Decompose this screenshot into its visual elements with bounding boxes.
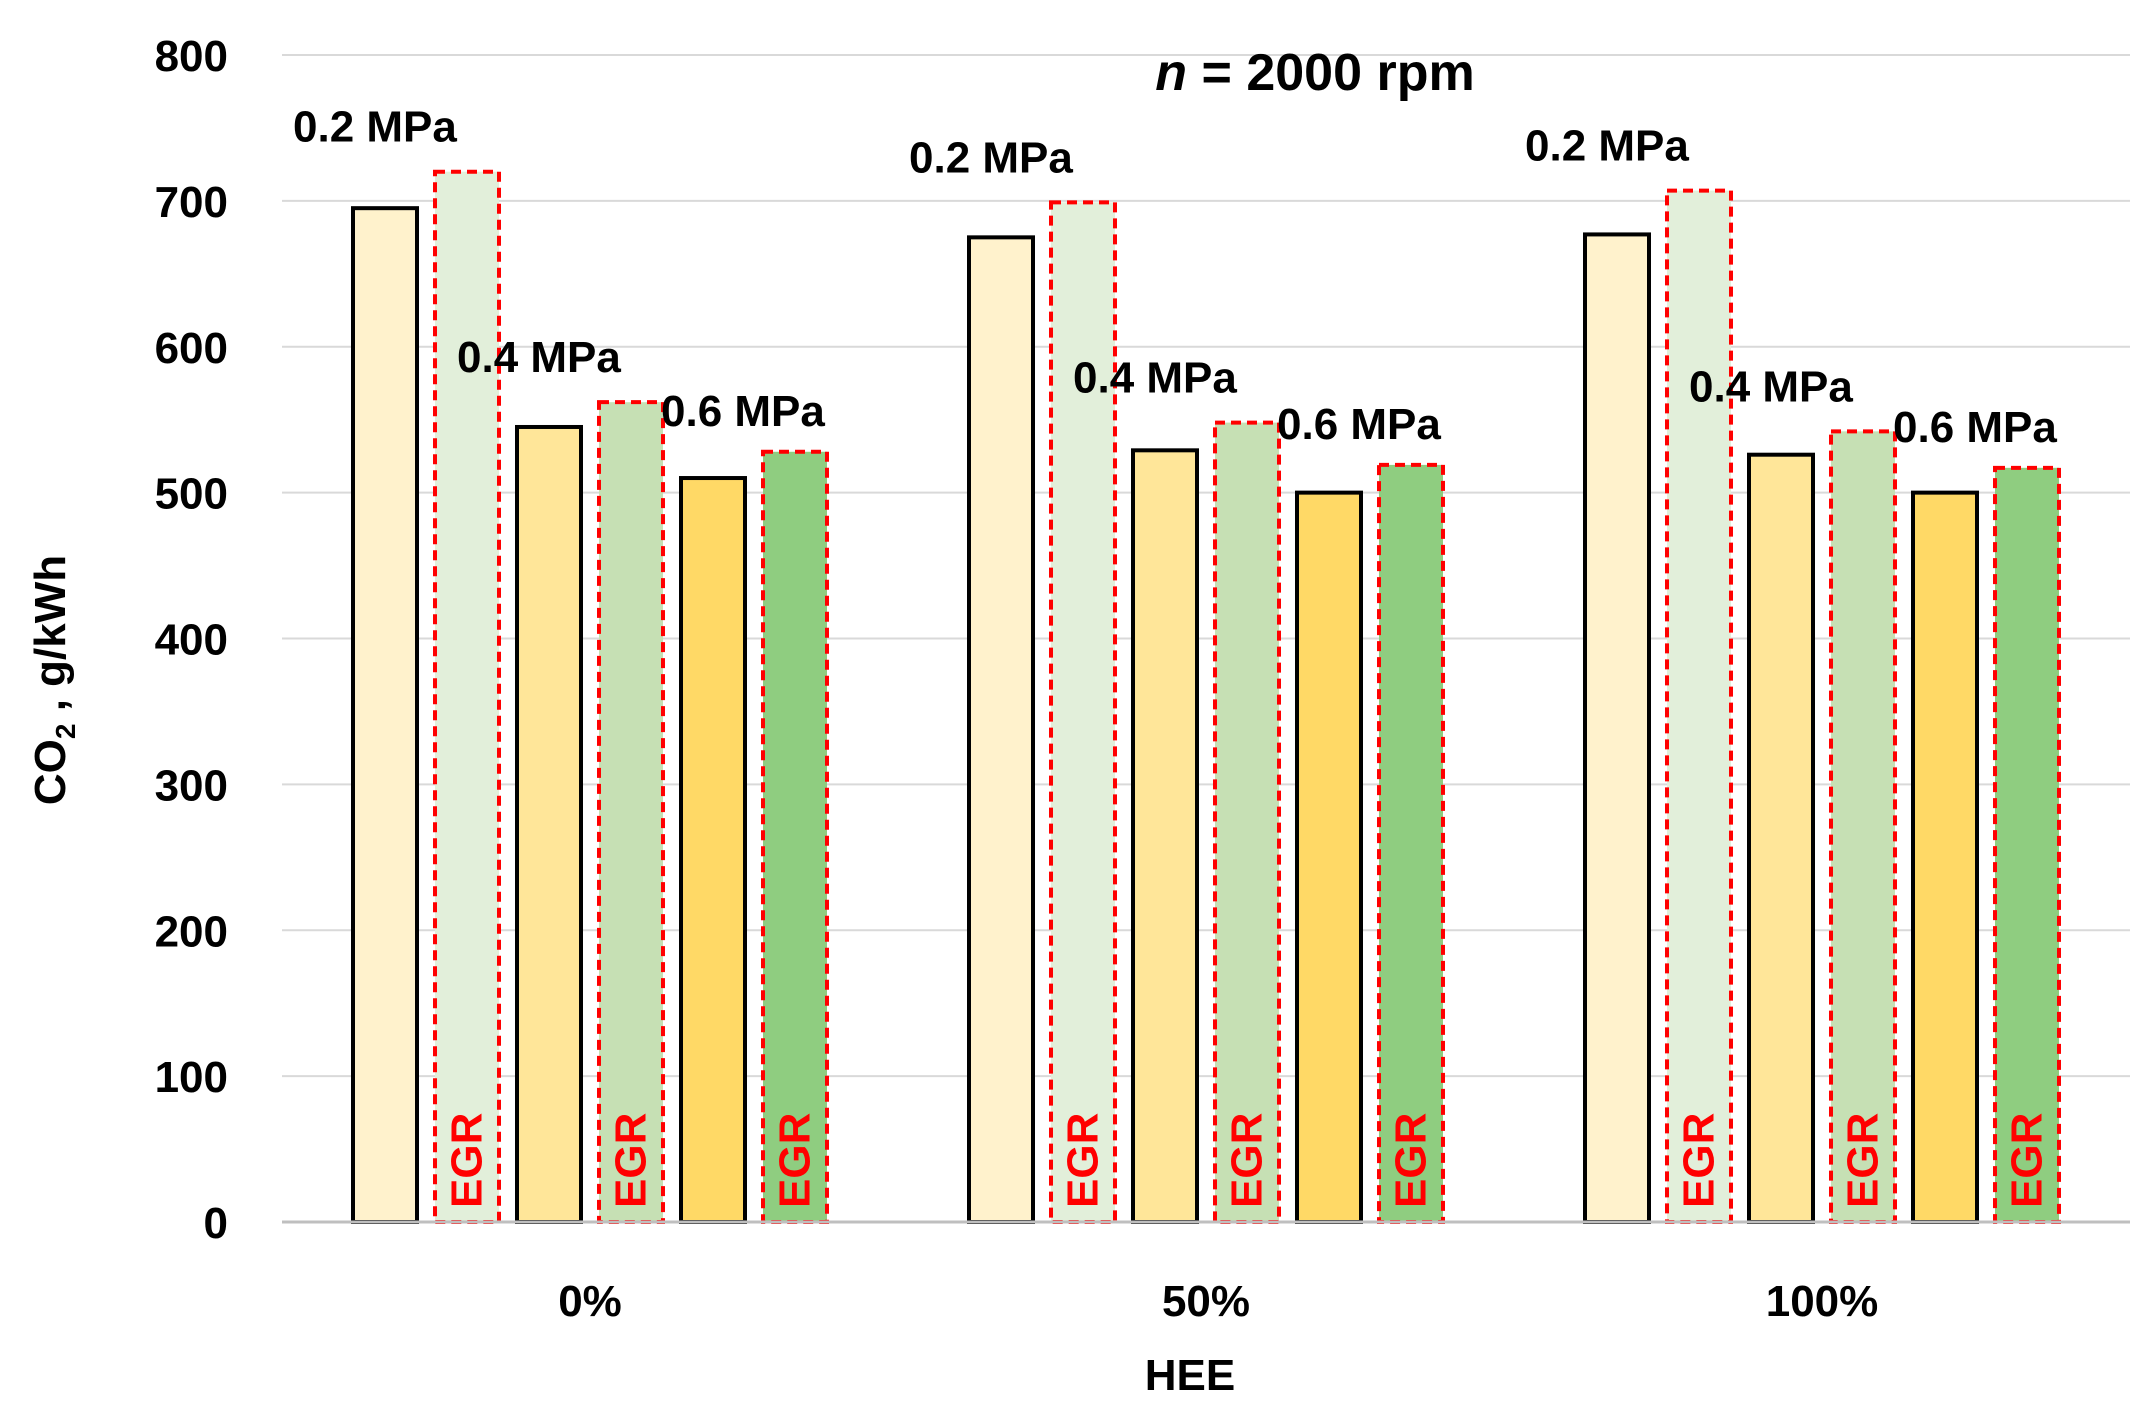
bar-egr — [1993, 465, 2061, 1225]
pressure-label: 0.6 MPa — [1277, 400, 1441, 449]
pressure-label: 0.4 MPa — [1689, 362, 1853, 411]
x-tick-label: 0% — [558, 1277, 622, 1326]
bar — [515, 424, 583, 1224]
bar-egr — [1665, 188, 1733, 1225]
x-axis-title: HEE — [1145, 1351, 1235, 1400]
pressure-label: 0.6 MPa — [661, 387, 825, 436]
y-axis-title: CO2 , g/kWh — [26, 555, 81, 805]
y-tick-label: 0 — [204, 1199, 228, 1248]
egr-label: EGR — [2003, 1113, 2052, 1208]
y-tick-label: 700 — [155, 178, 228, 227]
y-tick-label: 800 — [155, 32, 228, 81]
egr-label: EGR — [1223, 1113, 1272, 1208]
x-tick-label: 50% — [1162, 1277, 1250, 1326]
egr-label: EGR — [607, 1113, 656, 1208]
pressure-label: 0.4 MPa — [457, 333, 621, 382]
bar — [351, 206, 419, 1224]
pressure-label: 0.4 MPa — [1073, 354, 1237, 403]
y-axis-title-co: CO — [26, 739, 75, 805]
egr-label: EGR — [443, 1113, 492, 1208]
y-tick-label: 600 — [155, 324, 228, 373]
pressure-label: 0.6 MPa — [1893, 403, 2057, 452]
y-tick-label: 500 — [155, 470, 228, 519]
title-rpm: = 2000 rpm — [1187, 44, 1475, 102]
bar — [679, 476, 747, 1225]
bar-egr — [761, 449, 829, 1224]
y-axis-title-unit: , g/kWh — [26, 555, 75, 724]
y-tick-label: 300 — [155, 761, 228, 810]
egr-label: EGR — [1675, 1113, 1724, 1208]
bar-egr — [433, 169, 501, 1225]
pressure-label: 0.2 MPa — [909, 133, 1073, 182]
bar — [967, 235, 1035, 1224]
title-n: n — [1155, 44, 1187, 102]
bar — [1295, 490, 1363, 1224]
y-tick-label: 100 — [155, 1053, 228, 1102]
pressure-label: 0.2 MPa — [1525, 122, 1689, 171]
pressure-label: 0.2 MPa — [293, 103, 457, 152]
egr-label: EGR — [1839, 1113, 1888, 1208]
bar-egr — [1377, 462, 1445, 1224]
y-tick-label: 200 — [155, 907, 228, 956]
bar-egr — [597, 400, 665, 1224]
chart-title: n = 2000 rpm — [1155, 44, 1474, 102]
bar-egr — [1213, 420, 1281, 1225]
bar — [1583, 232, 1651, 1224]
x-tick-label: 100% — [1766, 1277, 1879, 1326]
bar-egr — [1829, 429, 1897, 1225]
egr-label: EGR — [1387, 1113, 1436, 1208]
egr-label: EGR — [1059, 1113, 1108, 1208]
bar — [1911, 490, 1979, 1224]
bar — [1747, 452, 1815, 1224]
bar-egr — [1049, 200, 1117, 1225]
y-tick-label: 400 — [155, 616, 228, 665]
bar — [1131, 448, 1199, 1225]
egr-label: EGR — [771, 1113, 820, 1208]
y-axis-title-sub: 2 — [50, 724, 81, 740]
